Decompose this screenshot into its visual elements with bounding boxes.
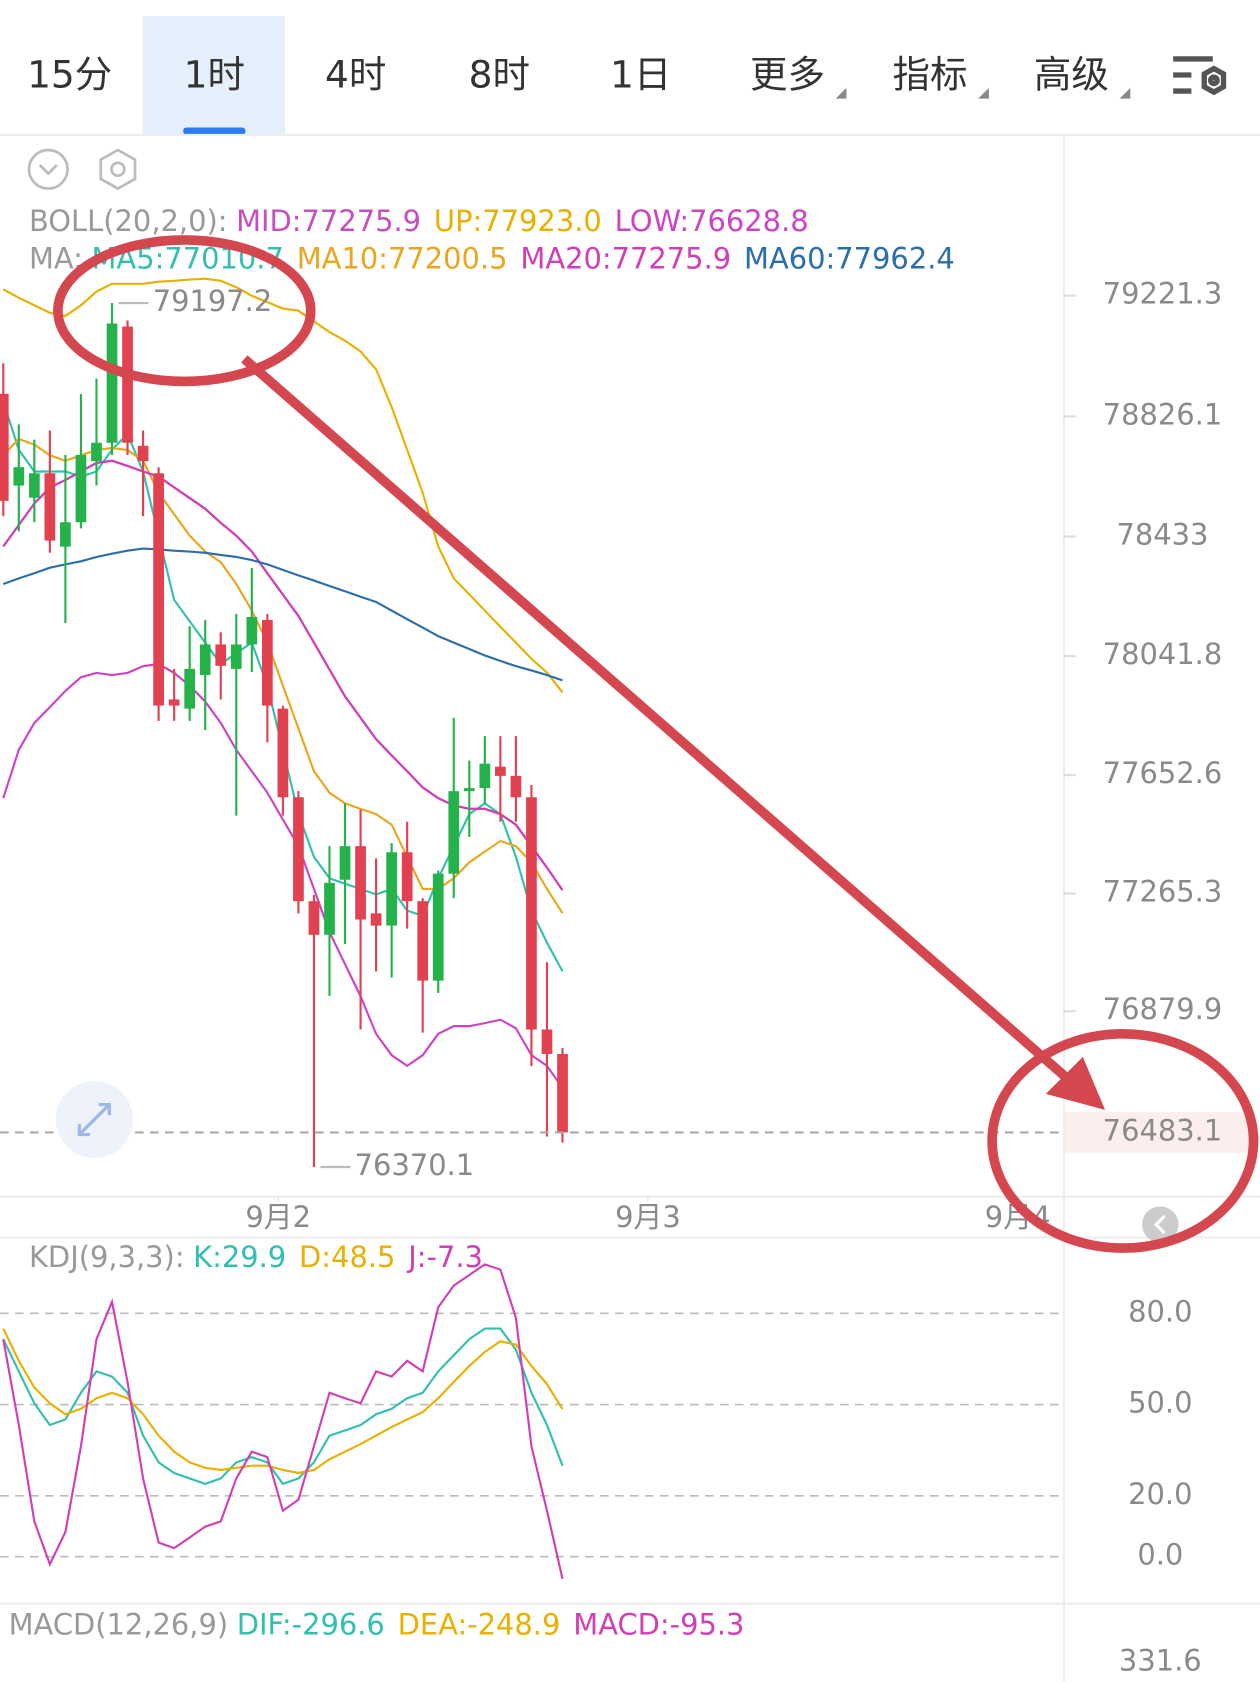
candle-body: [122, 326, 133, 443]
y-tick-label: 331.6: [1119, 1644, 1202, 1678]
dropdown-caret: [835, 87, 847, 99]
candle-body: [13, 467, 25, 486]
y-tick-label: 80.0: [1128, 1294, 1192, 1328]
y-tick-label: 78041.8: [1103, 637, 1223, 671]
tab[interactable]: 1时: [184, 53, 245, 97]
candle-body: [106, 323, 118, 443]
candle-body: [479, 763, 491, 789]
y-tick-label: 78826.1: [1103, 397, 1223, 431]
candle-body: [370, 913, 382, 926]
candle-body: [153, 473, 164, 706]
tab[interactable]: 更多: [750, 53, 825, 97]
candle-body: [432, 873, 444, 981]
candle-body: [91, 442, 102, 462]
legend-entry: LOW:76628.8: [615, 204, 809, 238]
collapse-icon[interactable]: [27, 148, 69, 190]
expand-icon[interactable]: [55, 1080, 133, 1159]
candle-body: [541, 1029, 553, 1054]
y-tick-label: 0.0: [1137, 1538, 1183, 1572]
annotation: [53, 235, 1259, 1253]
legend-entry: DEA:-248.9: [398, 1607, 561, 1641]
candle-body: [557, 1053, 568, 1133]
indicator-line: [2, 1328, 564, 1475]
candle-body: [495, 766, 506, 776]
candle-body: [137, 445, 149, 462]
y-tick-label: 77265.3: [1103, 874, 1223, 908]
indicator-line: [2, 277, 564, 694]
tab-underline: [183, 127, 246, 135]
legend-entry: DIF:-296.6: [237, 1607, 385, 1641]
y-tick-label: 20.0: [1128, 1477, 1192, 1511]
candle-body: [417, 901, 429, 981]
y-tick-label: 78433: [1116, 518, 1208, 552]
y-tick-label: 50.0: [1128, 1386, 1192, 1420]
candle-body: [293, 797, 304, 902]
candle-body: [0, 393, 9, 501]
y-tick-label: 77652.6: [1103, 756, 1223, 790]
legend-entry: MA60:77962.4: [744, 241, 955, 275]
tab[interactable]: 1日: [610, 53, 671, 97]
candle-body: [168, 699, 180, 706]
settings-icon[interactable]: [1173, 56, 1227, 96]
candle-body: [386, 852, 397, 926]
y-tick-label: 79221.3: [1103, 277, 1223, 311]
legend-entry: D:48.5: [299, 1240, 395, 1274]
candle-body: [44, 473, 56, 541]
legend-entry: MID:77275.9: [236, 204, 421, 238]
candle-body: [28, 473, 40, 498]
candle-body: [526, 797, 537, 1030]
candle-body: [463, 788, 475, 792]
candle-body: [230, 644, 242, 669]
extreme-label: 76370.1: [355, 1148, 475, 1182]
candle-body: [277, 708, 289, 798]
candle-body: [184, 668, 196, 709]
candle-body: [246, 616, 258, 645]
tab[interactable]: 4时: [325, 53, 386, 97]
indicator-line: [2, 547, 563, 682]
indicator-line: [2, 1263, 564, 1580]
extreme-label: 79197.2: [153, 284, 273, 318]
indicator-title: BOLL(20,2,0):: [29, 204, 228, 238]
legend-entry: MA20:77275.9: [520, 241, 731, 275]
candle-body: [261, 619, 273, 706]
legend-entry: MA10:77200.5: [297, 241, 508, 275]
indicator-title: KDJ(9,3,3):: [29, 1240, 185, 1274]
scroll-latest-icon[interactable]: [1142, 1206, 1179, 1243]
legend-entry: J:-7.3: [406, 1240, 483, 1274]
tab[interactable]: 8时: [469, 53, 530, 97]
candle-body: [308, 901, 320, 935]
legend-entry: K:29.9: [193, 1240, 286, 1274]
candle-body: [448, 791, 460, 874]
candle-body: [355, 846, 366, 920]
price-tag: [1064, 1112, 1250, 1153]
tab[interactable]: 高级: [1034, 53, 1109, 97]
indicator-title: MACD(12,26,9): [9, 1607, 229, 1641]
price-tag-label: 76483.1: [1103, 1113, 1223, 1147]
legend-entry: UP:77923.0: [434, 204, 602, 238]
tab[interactable]: 15分: [27, 53, 112, 97]
dropdown-caret: [1119, 87, 1131, 99]
x-tick-label: 9月2: [245, 1200, 311, 1234]
candle-body: [510, 775, 522, 798]
candle-body: [215, 644, 227, 666]
candle-body: [75, 454, 87, 523]
settings-hex-icon[interactable]: [99, 148, 137, 191]
legend-entry: MACD:-95.3: [573, 1607, 744, 1641]
candle-body: [401, 852, 413, 902]
candle-body: [339, 846, 351, 880]
indicator-line: [2, 1327, 564, 1486]
plot: 79221.3 78826.1 78433 78041.8 77652.6 77265.3…: [0, 204, 1250, 1678]
candle-body: [199, 644, 211, 676]
indicator-line: [2, 662, 564, 1089]
candle-body: [324, 882, 335, 935]
tab[interactable]: 指标: [892, 53, 967, 97]
candle-body: [60, 522, 71, 547]
y-tick-label: 76879.9: [1103, 992, 1223, 1026]
tab-highlight: [142, 16, 286, 135]
dropdown-caret: [978, 87, 989, 99]
x-tick-label: 9月3: [615, 1200, 681, 1234]
